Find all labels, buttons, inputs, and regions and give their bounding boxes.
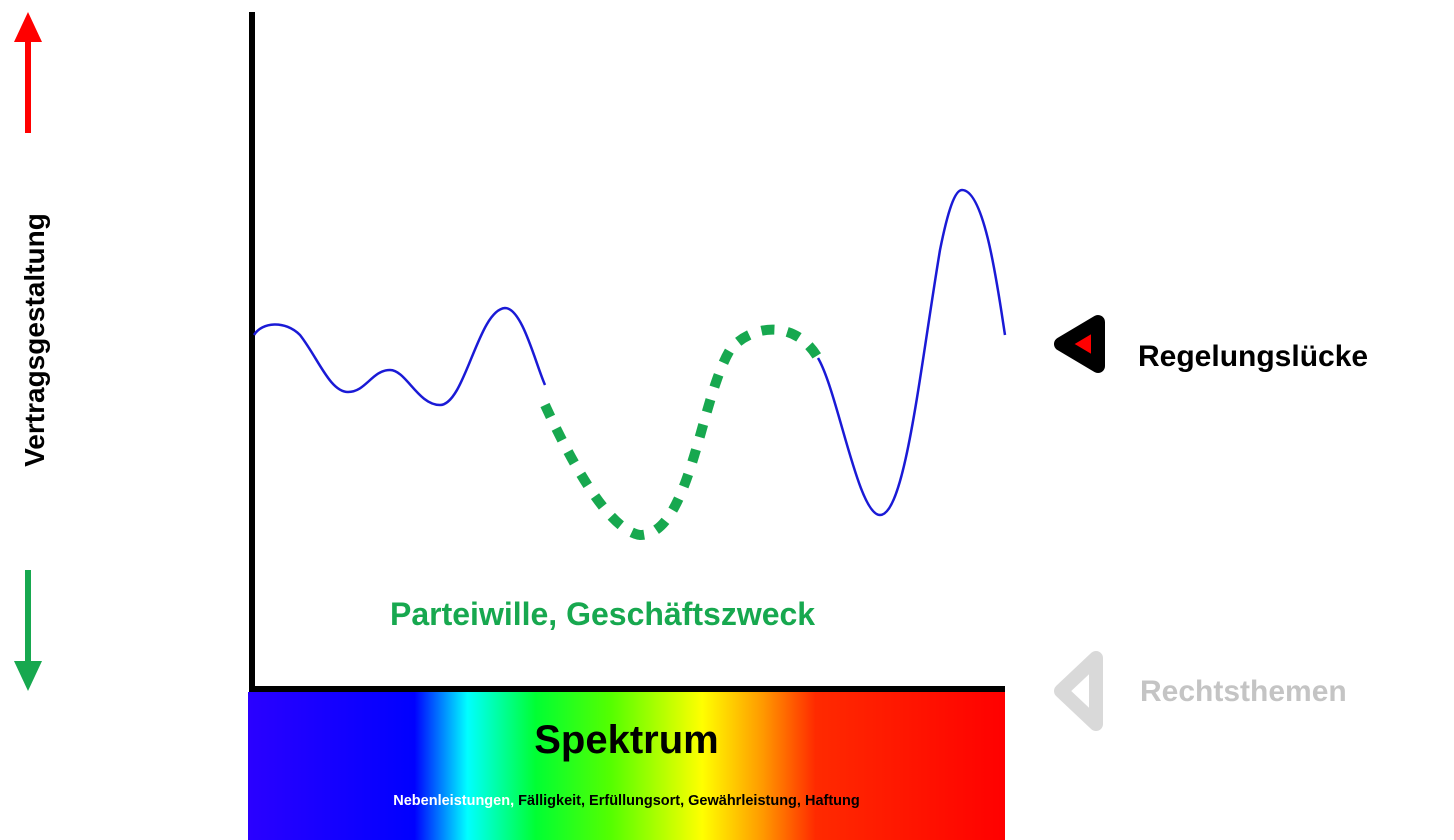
- gap-marker-icon: [1054, 315, 1105, 373]
- down-arrow-icon: [14, 570, 42, 691]
- gap-curve: [540, 324, 823, 541]
- topics-legend-label: Rechtsthemen: [1140, 675, 1347, 708]
- vertical-axis-label: Vertragsgestaltung: [19, 213, 50, 467]
- coverage-curve-right: [816, 188, 1007, 517]
- up-arrow-icon: [14, 12, 42, 133]
- gap-legend-label: Regelungslücke: [1138, 340, 1369, 373]
- spectrum-title: Spektrum: [534, 718, 719, 762]
- spectrum-subtitle-rest: Fälligkeit, Erfüllungsort, Gewährleistun…: [514, 793, 860, 809]
- coverage-curve: [252, 306, 547, 407]
- spectrum-subtitle-first: Nebenleistungen,: [393, 793, 515, 809]
- curve-label: Parteiwille, Geschäftszweck: [390, 596, 816, 632]
- spectrum-subtitle: Nebenleistungen, Fälligkeit, Erfüllungso…: [248, 793, 1005, 809]
- topics-marker-icon: [1054, 651, 1103, 731]
- spectrum-bar: Spektrum Nebenleistungen, Fälligkeit, Er…: [248, 692, 1005, 840]
